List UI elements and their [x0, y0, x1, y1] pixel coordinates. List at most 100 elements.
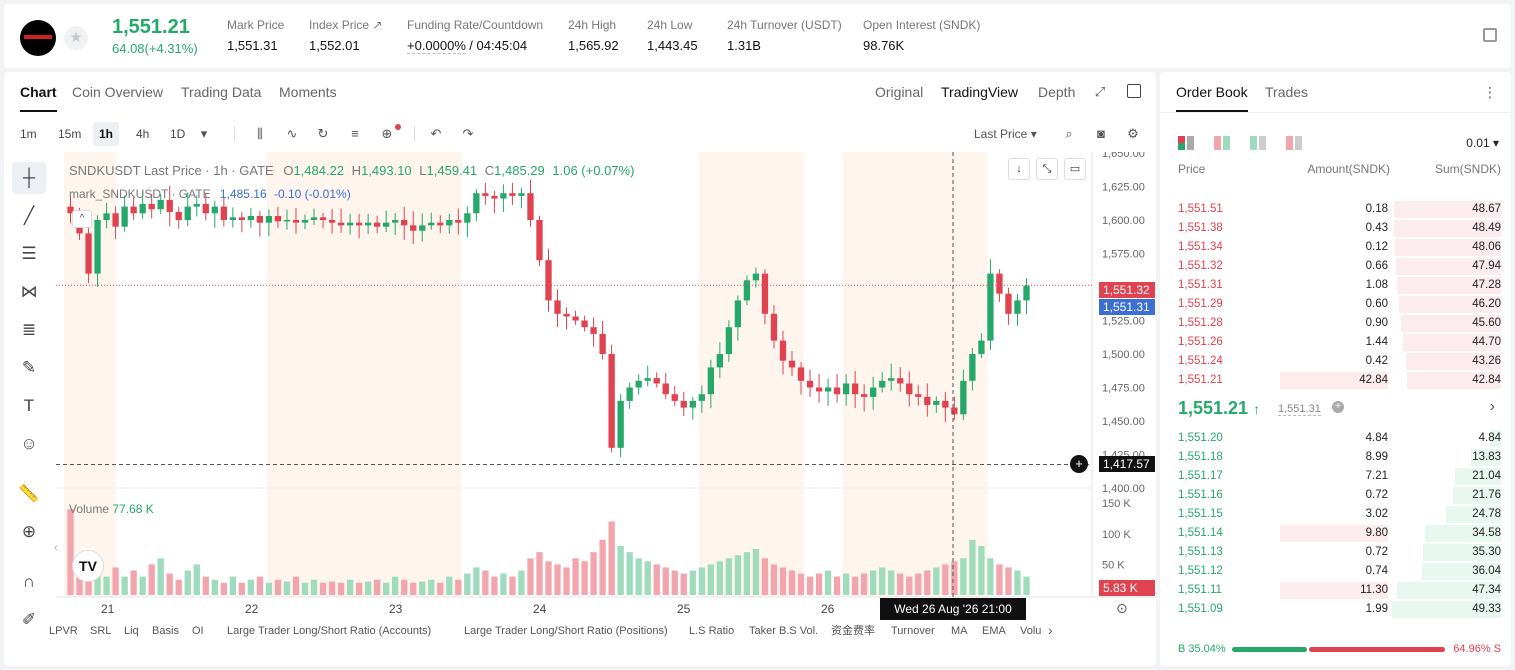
pencil-tool-icon[interactable]: ✐ — [21, 610, 37, 629]
candle-type-icon[interactable]: ⫼ — [257, 126, 263, 141]
collapse-icon[interactable]: ⤡ — [1036, 158, 1058, 180]
mid-price-value: 1,551.21 — [1178, 398, 1249, 418]
gear-icon[interactable]: ⚙ — [1127, 126, 1139, 141]
maximize-pane-icon[interactable]: ▭ — [1064, 158, 1086, 180]
price-source-select[interactable]: Last Price ▾ — [974, 127, 1037, 141]
redo-icon[interactable]: ↷ — [462, 126, 474, 141]
collapse-legend-icon[interactable]: ^ — [72, 210, 92, 228]
indicator-4[interactable]: OI — [192, 625, 204, 637]
indicator-8[interactable]: Taker B.S Vol. — [749, 625, 819, 637]
layout-both-icon[interactable] — [1178, 136, 1196, 150]
fullscreen-icon[interactable] — [1127, 84, 1141, 98]
magnet-tool-icon[interactable]: ∩ — [22, 572, 36, 591]
ask-row[interactable]: 1,551.31 1.08 47.28 — [1160, 276, 1511, 295]
expand-icon[interactable]: ⤢ — [1094, 84, 1106, 99]
ask-row[interactable]: 1,551.24 0.42 43.26 — [1160, 352, 1511, 371]
layout-bids-icon[interactable] — [1250, 136, 1268, 150]
tf-15m[interactable]: 15m — [58, 127, 82, 141]
info-icon[interactable]: + — [1332, 401, 1344, 413]
tf-1d[interactable]: 1D — [170, 127, 186, 141]
bid-row[interactable]: 1,551.13 0.72 35.30 — [1160, 543, 1511, 562]
tab-moments[interactable]: Moments — [279, 84, 337, 100]
bid-row[interactable]: 1,551.18 8.99 13.83 — [1160, 448, 1511, 467]
add-alert-icon[interactable]: + — [1070, 455, 1088, 473]
indicator-13[interactable]: Volu — [1020, 625, 1042, 637]
ask-row[interactable]: 1,551.38 0.43 48.49 — [1160, 219, 1511, 238]
scroll-left-icon[interactable]: ‹ — [54, 542, 58, 554]
camera-icon[interactable]: ◙ — [1097, 126, 1105, 141]
add-icon[interactable]: ⊕ — [381, 126, 393, 141]
tf-1m[interactable]: 1m — [20, 127, 37, 141]
layout-split-icon[interactable] — [1214, 136, 1232, 150]
tab-trades[interactable]: Trades — [1265, 84, 1309, 100]
stat-index-price[interactable]: Index Price ↗ 1,552.01 — [309, 18, 382, 53]
pattern-tool-icon[interactable]: ⋈ — [20, 282, 38, 301]
ask-row[interactable]: 1,551.21 42.84 42.84 — [1160, 371, 1511, 390]
indicator-7[interactable]: L.S Ratio — [689, 625, 735, 637]
precision-select[interactable]: 0.01 ▾ — [1466, 136, 1499, 150]
template-icon[interactable]: ≡ — [351, 126, 359, 141]
bid-row[interactable]: 1,551.09 1.99 49.33 — [1160, 600, 1511, 619]
chevron-down-icon[interactable]: ▾ — [200, 126, 208, 141]
crosshair-tool-icon[interactable]: ┼ — [12, 162, 46, 194]
bid-row[interactable]: 1,551.17 7.21 21.04 — [1160, 467, 1511, 486]
ruler-tool-icon[interactable]: 📏 — [18, 484, 40, 503]
indicator-11[interactable]: MA — [951, 625, 968, 637]
ask-row[interactable]: 1,551.26 1.44 44.70 — [1160, 333, 1511, 352]
price-chart[interactable]: 1,650.001,625.001,600.001,575.001,550.00… — [56, 152, 1156, 666]
candle-body — [833, 387, 841, 395]
zoom-in-tool-icon[interactable]: ⊕ — [21, 522, 37, 541]
ask-row[interactable]: 1,551.28 0.90 45.60 — [1160, 314, 1511, 333]
chevron-right-icon[interactable]: › — [1048, 622, 1053, 638]
indicator-0[interactable]: LPVR — [49, 625, 78, 637]
brush-tool-icon[interactable]: ✎ — [21, 358, 37, 377]
horizontal-lines-tool-icon[interactable]: ☰ — [21, 244, 37, 263]
fib-tool-icon[interactable]: ≣ — [21, 320, 37, 339]
volume-bar — [680, 573, 687, 595]
tf-4h[interactable]: 4h — [136, 127, 150, 141]
tab-chart[interactable]: Chart — [20, 84, 57, 112]
more-icon[interactable]: ⋮ — [1483, 84, 1497, 100]
indicator-10[interactable]: Turnover — [891, 625, 935, 637]
ask-row[interactable]: 1,551.32 0.66 47.94 — [1160, 257, 1511, 276]
bid-row[interactable]: 1,551.20 4.84 4.84 — [1160, 429, 1511, 448]
bid-row[interactable]: 1,551.12 0.74 36.04 — [1160, 562, 1511, 581]
view-original[interactable]: Original — [875, 84, 924, 100]
bid-row[interactable]: 1,551.11 11.30 47.34 — [1160, 581, 1511, 600]
scroll-down-icon[interactable]: ↓ — [1008, 158, 1030, 180]
view-tradingview[interactable]: TradingView — [941, 84, 1019, 100]
tab-trading-data[interactable]: Trading Data — [181, 84, 262, 100]
settings-circle-icon[interactable]: ⊙ — [1116, 600, 1128, 616]
mid-price[interactable]: 1,551.21 ↑ — [1178, 398, 1260, 419]
chevron-right-icon[interactable]: › — [1489, 398, 1495, 415]
indicator-2[interactable]: Liq — [124, 625, 139, 637]
emoji-tool-icon[interactable]: ☺ — [20, 434, 38, 453]
bid-row[interactable]: 1,551.16 0.72 21.76 — [1160, 486, 1511, 505]
undo-icon[interactable]: ↶ — [430, 126, 442, 141]
search-icon[interactable]: ⌕ — [1065, 126, 1073, 141]
layout-asks-icon[interactable] — [1286, 136, 1304, 150]
funding-rate-value[interactable]: +0.0000% — [407, 38, 466, 54]
indicator-6[interactable]: Large Trader Long/Short Ratio (Positions… — [464, 625, 668, 637]
indicator-12[interactable]: EMA — [982, 625, 1006, 637]
indicators-icon[interactable]: ∿ — [286, 126, 298, 141]
favorite-star-icon[interactable]: ★ — [64, 26, 88, 50]
tab-coin-overview[interactable]: Coin Overview — [72, 84, 164, 100]
bid-row[interactable]: 1,551.14 9.80 34.58 — [1160, 524, 1511, 543]
bid-row[interactable]: 1,551.15 3.02 24.78 — [1160, 505, 1511, 524]
trendline-tool-icon[interactable]: ╱ — [23, 206, 35, 225]
indicator-3[interactable]: Basis — [152, 625, 179, 637]
ask-row[interactable]: 1,551.29 0.60 46.20 — [1160, 295, 1511, 314]
view-depth[interactable]: Depth — [1038, 84, 1076, 100]
indicator-9[interactable]: 资金费率 — [831, 625, 875, 637]
ask-row[interactable]: 1,551.51 0.18 48.67 — [1160, 200, 1511, 219]
indicator-5[interactable]: Large Trader Long/Short Ratio (Accounts) — [227, 625, 432, 637]
indicator-1[interactable]: SRL — [90, 625, 112, 637]
text-tool-icon[interactable]: T — [23, 396, 35, 415]
stat-label[interactable]: Index Price ↗ — [309, 18, 383, 32]
replay-icon[interactable]: ↻ — [317, 126, 329, 141]
book-icon[interactable] — [1483, 28, 1497, 42]
ask-row[interactable]: 1,551.34 0.12 48.06 — [1160, 238, 1511, 257]
tab-order-book[interactable]: Order Book — [1176, 84, 1248, 112]
tf-1h[interactable]: 1h — [93, 122, 120, 146]
